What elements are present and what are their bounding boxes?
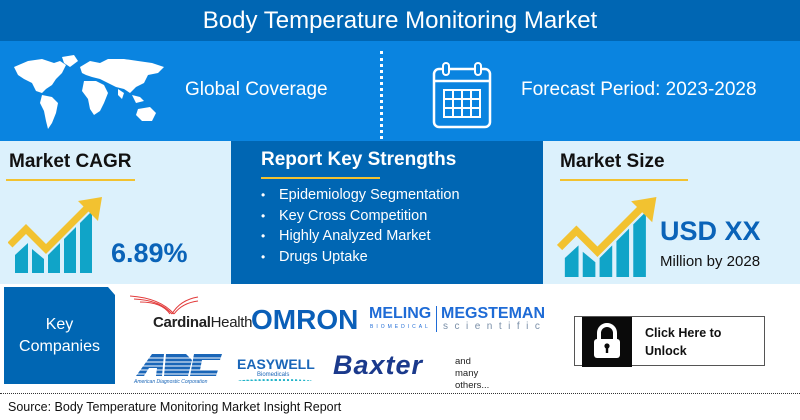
key-strengths-panel: Report Key Strengths Epidemiology Segmen…: [231, 141, 543, 284]
megsteman-logo-sub: scientific: [443, 321, 547, 332]
cagr-value: 6.89%: [111, 238, 188, 268]
cardinal-health-logo: CardinalHealth: [153, 314, 253, 331]
info-band: Global Coverage Forecast Period: 2023-20…: [0, 41, 800, 141]
band-divider: [380, 51, 383, 139]
list-item: Highly Analyzed Market: [261, 226, 460, 247]
market-size-panel: Market Size USD XX Million by 2028: [543, 141, 800, 284]
meling-logo: MELING: [369, 305, 432, 322]
growth-chart-icon: [8, 197, 102, 273]
page-title: Body Temperature Monitoring Market: [0, 0, 800, 41]
list-item: Key Cross Competition: [261, 206, 460, 227]
market-size-title: Market Size: [560, 151, 665, 172]
unlock-label-line2: Unlock: [645, 344, 687, 358]
megsteman-logo: MEGSTEMAN: [441, 305, 545, 322]
growth-chart-icon: [557, 197, 657, 277]
adc-logo: American Diagnostic Corporation: [132, 354, 227, 384]
source-text: Source: Body Temperature Monitoring Mark…: [8, 400, 342, 414]
easywell-logo-sub: Biomedicals: [257, 372, 290, 378]
market-cagr-title: Market CAGR: [9, 151, 132, 172]
list-item: Epidemiology Segmentation: [261, 185, 460, 206]
easywell-logo: EASYWELL: [237, 356, 315, 372]
more-companies-text: and many others...: [455, 356, 490, 391]
market-size-value: USD XX: [660, 216, 761, 246]
title-underline: [560, 179, 688, 181]
world-map-icon: [14, 55, 164, 129]
easywell-dots: [238, 379, 312, 383]
key-companies-label: Key Companies: [4, 287, 115, 384]
omron-logo: OMRON: [251, 304, 359, 335]
title-underline: [261, 177, 380, 179]
global-coverage-label: Global Coverage: [185, 79, 328, 100]
cardinal-health-swoosh-icon: [130, 295, 199, 315]
market-cagr-panel: Market CAGR 6.89%: [0, 141, 231, 284]
svg-text:American Diagnostic Corporatio: American Diagnostic Corporation: [133, 379, 208, 384]
logo-separator: [436, 306, 437, 332]
unlock-label-line1: Click Here to: [645, 326, 722, 340]
forecast-period-label: Forecast Period: 2023-2028: [521, 79, 757, 100]
meling-logo-sub: BIOMEDICAL: [370, 324, 431, 330]
key-strengths-list: Epidemiology Segmentation Key Cross Comp…: [261, 185, 460, 267]
list-item: Drugs Uptake: [261, 247, 460, 268]
lock-icon-box: [582, 317, 632, 367]
key-companies-line2: Companies: [19, 337, 100, 355]
key-companies-line1: Key: [45, 315, 74, 333]
lock-icon: [594, 323, 620, 358]
key-strengths-title: Report Key Strengths: [261, 149, 457, 170]
title-underline: [6, 179, 135, 181]
footer-divider: [0, 393, 800, 394]
calendar-icon: [432, 62, 492, 129]
baxter-logo: Baxter: [333, 350, 424, 380]
unlock-button[interactable]: Click Here to Unlock: [574, 316, 765, 367]
unlock-label: Click Here to Unlock: [645, 324, 721, 360]
market-size-subtitle: Million by 2028: [660, 253, 761, 270]
